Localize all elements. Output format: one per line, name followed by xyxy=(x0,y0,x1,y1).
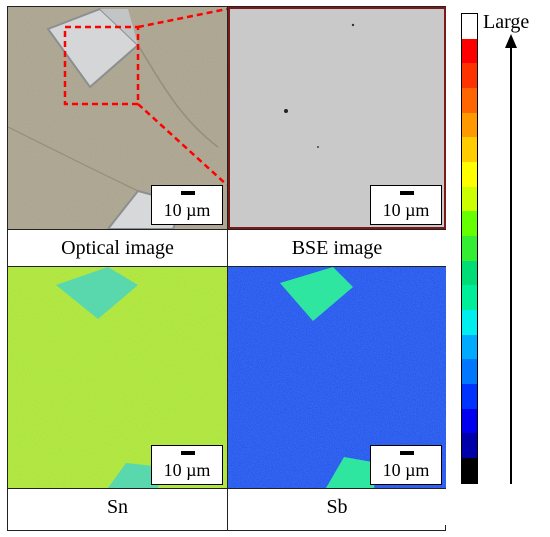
scale-bar-line xyxy=(400,451,414,455)
legend-color-segment xyxy=(462,334,477,360)
bse-panel: 10 µm xyxy=(228,7,446,229)
bse-caption: BSE image xyxy=(228,230,446,266)
legend-color-segment xyxy=(462,285,477,311)
scale-bar-label: 10 µm xyxy=(163,200,211,220)
scale-bar-label: 10 µm xyxy=(163,460,211,480)
sn-caption: Sn xyxy=(8,489,227,525)
increase-arrow-icon xyxy=(505,34,517,484)
legend-color-segment xyxy=(462,433,477,459)
bse-scale-bar: 10 µm xyxy=(370,185,442,225)
optical-scale-bar: 10 µm xyxy=(151,185,223,225)
legend-color-segment xyxy=(462,359,477,385)
scale-bar-label: 10 µm xyxy=(382,460,430,480)
legend-color-segment xyxy=(462,14,477,39)
legend-color-segment xyxy=(462,384,477,409)
sn-scale-bar: 10 µm xyxy=(151,445,223,485)
legend-color-segment xyxy=(462,211,477,237)
grid-divider-caption1 xyxy=(8,266,446,267)
legend-label: Large xyxy=(483,11,530,33)
legend-color-segment xyxy=(462,310,477,335)
sn-panel: 10 µm xyxy=(8,267,227,488)
grid-divider-vertical xyxy=(227,7,228,530)
legend-color-segment xyxy=(462,63,477,89)
grid-divider-row1 xyxy=(8,229,446,230)
legend-color-segment xyxy=(462,408,477,434)
scale-bar-line xyxy=(181,451,195,455)
legend-color-segment xyxy=(462,260,477,286)
optical-caption: Optical image xyxy=(8,230,227,266)
legend-color-segment xyxy=(462,162,477,187)
legend-color-segment xyxy=(462,236,477,261)
legend-color-segment xyxy=(462,186,477,212)
sb-scale-bar: 10 µm xyxy=(370,445,442,485)
sb-caption: Sb xyxy=(228,489,446,525)
scale-bar-line xyxy=(181,191,195,195)
legend-color-segment xyxy=(462,38,477,64)
legend-color-segment xyxy=(462,88,477,113)
scale-bar-label: 10 µm xyxy=(382,200,430,220)
scale-bar-line xyxy=(400,191,414,195)
legend-color-segment xyxy=(462,112,477,138)
optical-panel: 10 µm xyxy=(8,7,227,229)
legend-color-segment xyxy=(462,458,477,483)
sb-panel: 10 µm xyxy=(228,267,446,488)
legend-color-segment xyxy=(462,137,477,163)
color-scale-legend xyxy=(461,13,478,484)
grid-divider-row2 xyxy=(8,488,446,489)
